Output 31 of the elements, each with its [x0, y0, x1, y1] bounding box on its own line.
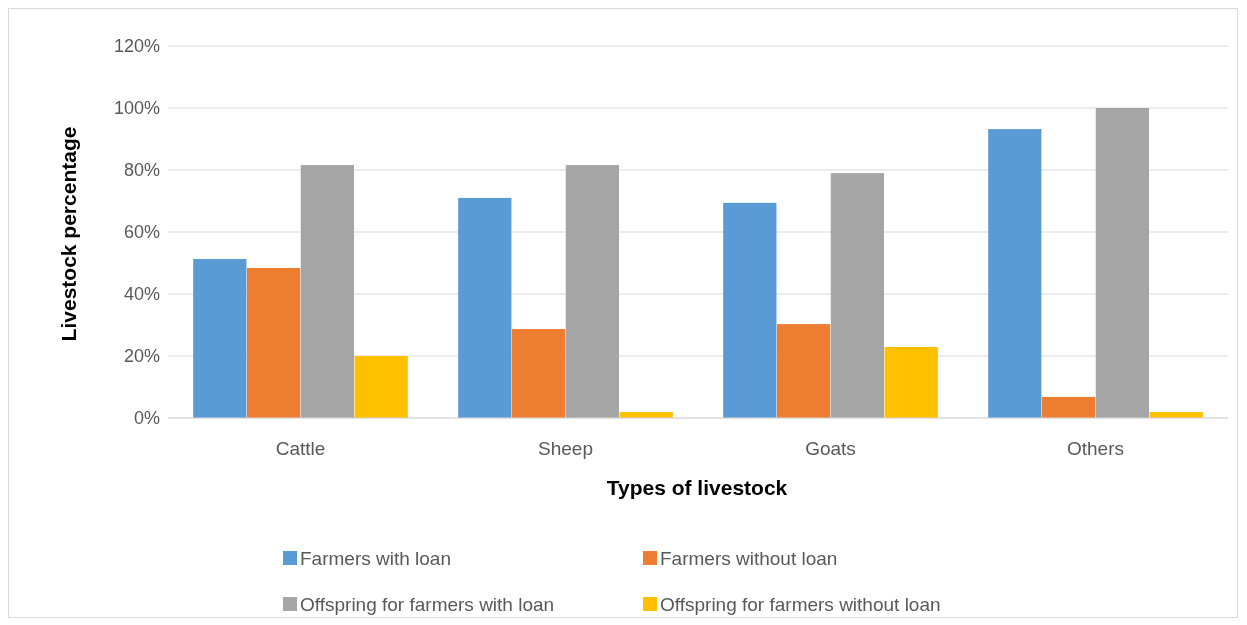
bar — [723, 202, 777, 418]
bar — [565, 165, 620, 418]
bar — [830, 173, 885, 418]
x-tick-label: Cattle — [275, 438, 326, 459]
legend-label: Offspring for farmers with loan — [300, 593, 555, 615]
bar — [193, 258, 247, 418]
legend-label: Farmers without loan — [660, 547, 838, 569]
y-tick-label: 40% — [123, 284, 160, 305]
y-tick-label: 0% — [133, 408, 160, 429]
y-tick-label: 60% — [123, 222, 160, 243]
bar — [458, 197, 512, 418]
bar — [246, 267, 301, 418]
y-tick-label: 20% — [123, 346, 160, 367]
x-tick-label: Goats — [805, 438, 856, 459]
bar — [300, 165, 355, 418]
y-tick-label: 80% — [123, 160, 160, 181]
bar — [988, 129, 1042, 418]
legend-label: Farmers with loan — [300, 547, 451, 569]
legend-label: Offspring for farmers without loan — [660, 593, 941, 615]
bar — [776, 324, 831, 418]
y-tick-label: 100% — [113, 98, 160, 119]
x-tick-label: Sheep — [538, 438, 593, 459]
x-tick-label: Others — [1066, 438, 1125, 459]
y-tick-label: 120% — [113, 36, 160, 57]
x-axis-title: Types of livestock — [606, 476, 788, 499]
bar — [354, 356, 408, 418]
bar — [1041, 396, 1096, 418]
y-axis-title: Livestock percentage — [57, 126, 80, 342]
bar — [1095, 108, 1150, 418]
bar — [511, 329, 566, 418]
bar — [884, 347, 938, 418]
